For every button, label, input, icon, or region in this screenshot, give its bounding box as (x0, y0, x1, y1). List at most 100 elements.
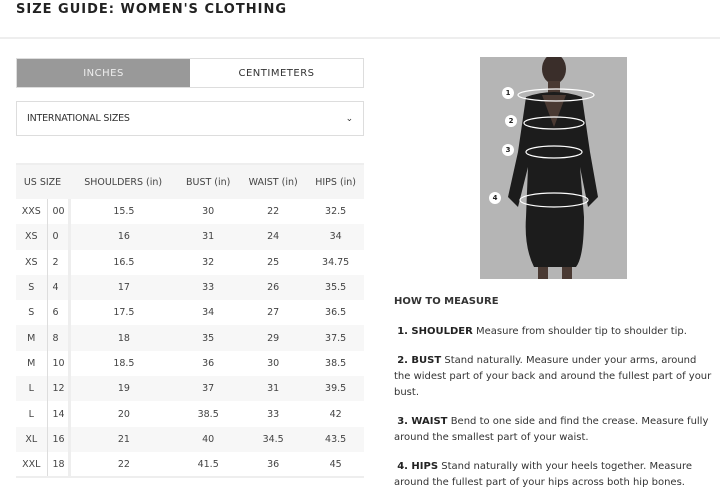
col-hips: HIPS (in) (307, 163, 364, 199)
cell-size-number: 00 (46, 199, 71, 225)
cell-size-number: 4 (46, 274, 71, 301)
cell-bust: 35 (177, 325, 240, 351)
measure-step: 2. BUST Stand naturally. Measure under y… (394, 353, 714, 401)
cell-size-number: 6 (46, 300, 71, 326)
cell-size-letter: XL (16, 426, 47, 452)
size-system-select[interactable]: INTERNATIONAL SIZES ⌄ (16, 101, 364, 136)
cell-hips: 34 (307, 224, 364, 250)
col-us-size: US SIZE (16, 163, 69, 199)
table-row: XXS 00 15.5 30 22 32.5 (16, 199, 364, 225)
cell-size-letter: XS (16, 224, 47, 250)
step-label: 1. SHOULDER (397, 326, 473, 337)
cell-waist: 27 (267, 307, 280, 319)
cell-hips: 42 (329, 408, 342, 420)
cell-waist: 36 (239, 451, 308, 479)
cell-waist: 25 (267, 256, 280, 268)
cell-shoulders: 16.5 (113, 256, 135, 268)
cell-waist: 30 (267, 357, 280, 369)
how-to-measure-heading: HOW TO MEASURE (394, 296, 499, 307)
cell-bust: 36 (202, 357, 215, 369)
cell-size-number: 2 (46, 249, 71, 275)
cell-bust: 38.5 (197, 408, 219, 420)
step-text: Bend to one side and find the crease. Me… (394, 416, 709, 443)
cell-size-number: 14 (46, 401, 71, 427)
measurement-photo: 1 2 3 4 (480, 54, 627, 279)
table-row: XL 16 21 40 34.5 43.5 (16, 426, 364, 452)
table-row: L 14 20 38.5 33 42 (16, 401, 364, 427)
col-waist: WAIST (in) (239, 163, 308, 199)
unit-tabs: INCHES CENTIMETERS (16, 58, 364, 88)
cell-shoulders: 19 (69, 376, 178, 402)
step-label: 4. HIPS (397, 461, 439, 472)
cell-bust: 30 (202, 206, 215, 218)
cell-waist: 31 (239, 376, 308, 402)
cell-bust: 31 (177, 224, 240, 250)
cell-size-letter: L (16, 376, 47, 402)
table-row: XS 0 16 31 24 34 (16, 224, 364, 250)
cell-waist: 22 (267, 206, 280, 218)
cell-waist: 24 (239, 224, 308, 250)
cell-hips: 34.75 (322, 256, 350, 268)
divider (0, 37, 720, 39)
chevron-down-icon: ⌄ (345, 113, 354, 124)
measure-step: 3. WAIST Bend to one side and find the c… (394, 414, 714, 446)
cell-shoulders: 17.5 (113, 307, 135, 319)
cell-shoulders: 16 (69, 224, 178, 250)
cell-size-letter: XXS (21, 206, 41, 218)
cell-shoulders: 20 (117, 408, 130, 420)
cell-size-number: 10 (46, 350, 71, 377)
table-row: XS 2 16.5 32 25 34.75 (16, 249, 364, 275)
measure-step: 1. SHOULDER Measure from shoulder tip to… (394, 324, 714, 340)
cell-bust: 37 (177, 376, 240, 402)
cell-waist: 34.5 (239, 426, 308, 452)
step-text: Stand naturally with your heels together… (394, 461, 692, 488)
cell-shoulders: 17 (69, 274, 178, 301)
cell-size-letter: L (28, 408, 34, 420)
cell-size-letter: M (27, 357, 36, 369)
tab-inches[interactable]: INCHES (17, 59, 190, 87)
cell-size-number: 16 (46, 426, 71, 452)
col-bust: BUST (in) (177, 163, 240, 199)
cell-hips: 39.5 (307, 376, 364, 402)
cell-bust: 33 (177, 274, 240, 301)
cell-size-number: 0 (46, 224, 71, 250)
col-shoulders: SHOULDERS (in) (69, 163, 178, 199)
cell-size-number: 18 (46, 451, 71, 479)
cell-shoulders: 22 (69, 451, 178, 479)
marker-1: 1 (502, 87, 514, 99)
table-row: S 4 17 33 26 35.5 (16, 274, 364, 301)
cell-shoulders: 15.5 (113, 206, 135, 218)
size-system-value: INTERNATIONAL SIZES (27, 113, 130, 124)
cell-bust: 41.5 (177, 451, 240, 479)
cell-bust: 32 (202, 256, 215, 268)
cell-hips: 36.5 (325, 307, 347, 319)
cell-size-letter: S (16, 274, 47, 301)
marker-4: 4 (489, 192, 501, 204)
cell-hips: 45 (307, 451, 364, 479)
table-row: S 6 17.5 34 27 36.5 (16, 300, 364, 326)
marker-2: 2 (505, 115, 517, 127)
cell-waist: 33 (267, 408, 280, 420)
cell-hips: 37.5 (307, 325, 364, 351)
cell-hips: 38.5 (325, 357, 347, 369)
cell-size-number: 8 (46, 325, 71, 351)
size-table: US SIZE SHOULDERS (in) BUST (in) WAIST (… (16, 163, 364, 479)
marker-3: 3 (502, 144, 514, 156)
cell-hips: 35.5 (307, 274, 364, 301)
page-title: SIZE GUIDE: WOMEN'S CLOTHING (16, 2, 287, 17)
cell-waist: 29 (239, 325, 308, 351)
cell-size-letter: S (28, 307, 35, 319)
table-header: US SIZE SHOULDERS (in) BUST (in) WAIST (… (16, 163, 364, 199)
step-label: 2. BUST (397, 355, 442, 366)
measure-step: 4. HIPS Stand naturally with your heels … (394, 459, 714, 491)
cell-waist: 26 (239, 274, 308, 301)
cell-bust: 40 (177, 426, 240, 452)
table-row: M 10 18.5 36 30 38.5 (16, 350, 364, 377)
cell-bust: 34 (202, 307, 215, 319)
cell-size-letter: XXL (16, 451, 47, 479)
cell-size-letter: XS (24, 256, 38, 268)
cell-shoulders: 18.5 (113, 357, 135, 369)
step-text: Measure from shoulder tip to shoulder ti… (476, 326, 687, 337)
tab-centimeters[interactable]: CENTIMETERS (238, 67, 315, 79)
cell-hips: 32.5 (325, 206, 347, 218)
